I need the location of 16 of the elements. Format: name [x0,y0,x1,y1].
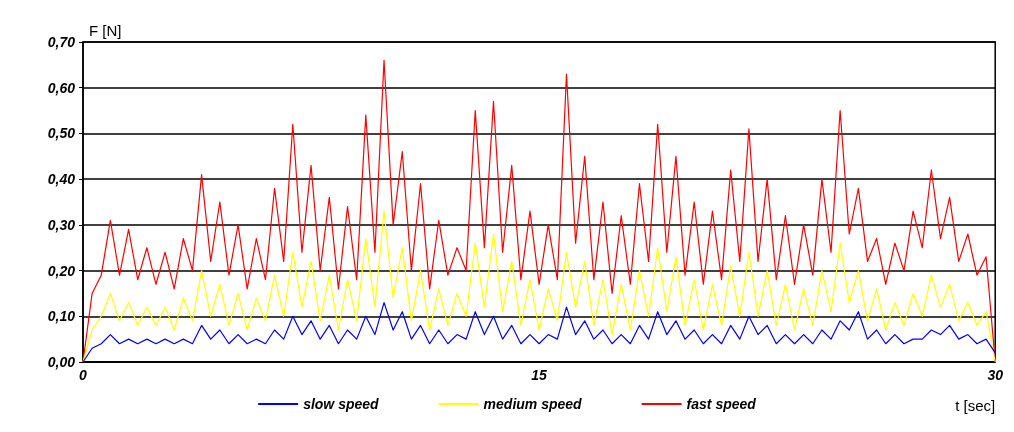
y-tick-label: 0,40 [47,171,76,188]
legend-label: medium speed [483,396,583,412]
legend-label: slow speed [303,396,380,412]
y-tick-label: 0,30 [47,216,76,233]
x-axis-title: t [sec] [955,397,996,414]
x-tick-label: 30 [987,367,1004,383]
y-tick-label: 0,70 [47,34,76,50]
y-tick-label: 0,10 [47,308,76,325]
y-tick-label: 0,00 [47,354,76,370]
legend-label: fast speed [686,396,757,412]
x-tick-label: 15 [531,367,548,383]
y-axis-title: F [N] [89,22,122,39]
y-tick-label: 0,20 [47,262,76,279]
x-tick-label: 0 [79,367,88,383]
y-tick-label: 0,50 [47,125,76,142]
y-tick-label: 0,60 [47,79,76,96]
